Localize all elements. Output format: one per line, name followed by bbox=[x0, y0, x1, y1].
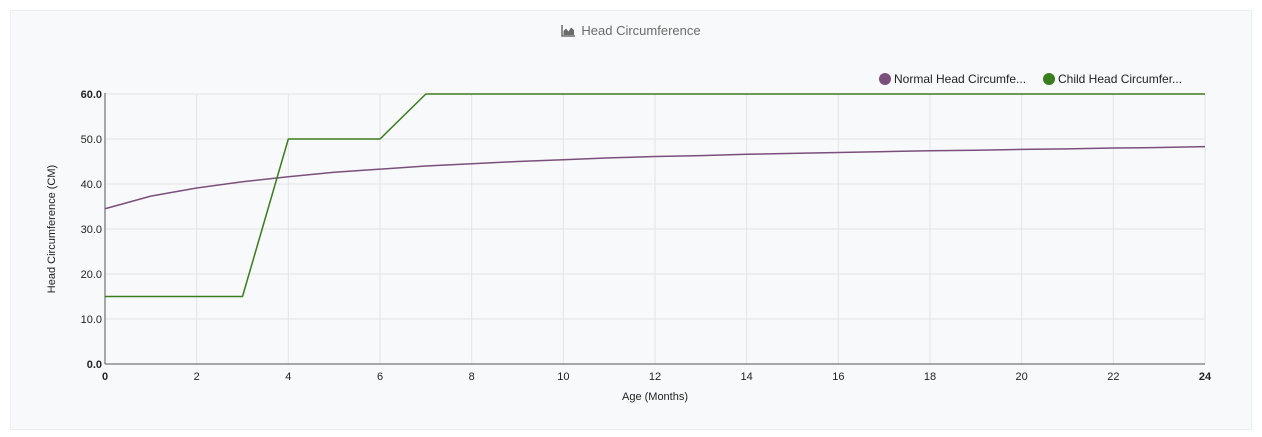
x-tick-label: 14 bbox=[741, 371, 753, 383]
x-tick-label: 10 bbox=[557, 371, 569, 383]
series-line-2 bbox=[105, 93, 1205, 298]
y-tick-label: 30.0 bbox=[81, 224, 102, 236]
legend-marker-2[interactable] bbox=[1043, 73, 1055, 85]
y-axis-label: Head Circumference (CM) bbox=[46, 165, 58, 293]
legend-label-2[interactable]: Child Head Circumfer... bbox=[1058, 72, 1182, 86]
x-tick-label: 24 bbox=[1199, 371, 1212, 383]
y-tick-label: 50.0 bbox=[81, 134, 102, 146]
x-tick-label: 2 bbox=[194, 371, 200, 383]
x-tick-label: 18 bbox=[924, 371, 936, 383]
chart-title-text: Head Circumference bbox=[581, 23, 701, 38]
x-tick-label: 16 bbox=[832, 371, 844, 383]
x-tick-label: 0 bbox=[102, 371, 108, 383]
x-axis-label: Age (Months) bbox=[622, 391, 688, 403]
area-chart-icon bbox=[561, 25, 576, 37]
x-tick-label: 20 bbox=[1016, 371, 1028, 383]
y-tick-label: 40.0 bbox=[81, 179, 102, 191]
x-tick-label: 6 bbox=[377, 371, 383, 383]
x-tick-label: 4 bbox=[285, 371, 291, 383]
x-tick-label: 12 bbox=[649, 371, 661, 383]
y-tick-label: 60.0 bbox=[81, 89, 102, 101]
y-tick-label: 10.0 bbox=[81, 314, 102, 326]
legend-label-1[interactable]: Normal Head Circumfe... bbox=[894, 72, 1026, 86]
x-tick-label: 22 bbox=[1107, 371, 1119, 383]
y-tick-label: 0.0 bbox=[87, 359, 102, 371]
series-line-1 bbox=[104, 145, 1206, 210]
x-tick-label: 8 bbox=[469, 371, 475, 383]
legend-marker-1[interactable] bbox=[879, 73, 891, 85]
chart-title: Head Circumference bbox=[11, 23, 1251, 38]
y-tick-label: 20.0 bbox=[81, 269, 102, 281]
